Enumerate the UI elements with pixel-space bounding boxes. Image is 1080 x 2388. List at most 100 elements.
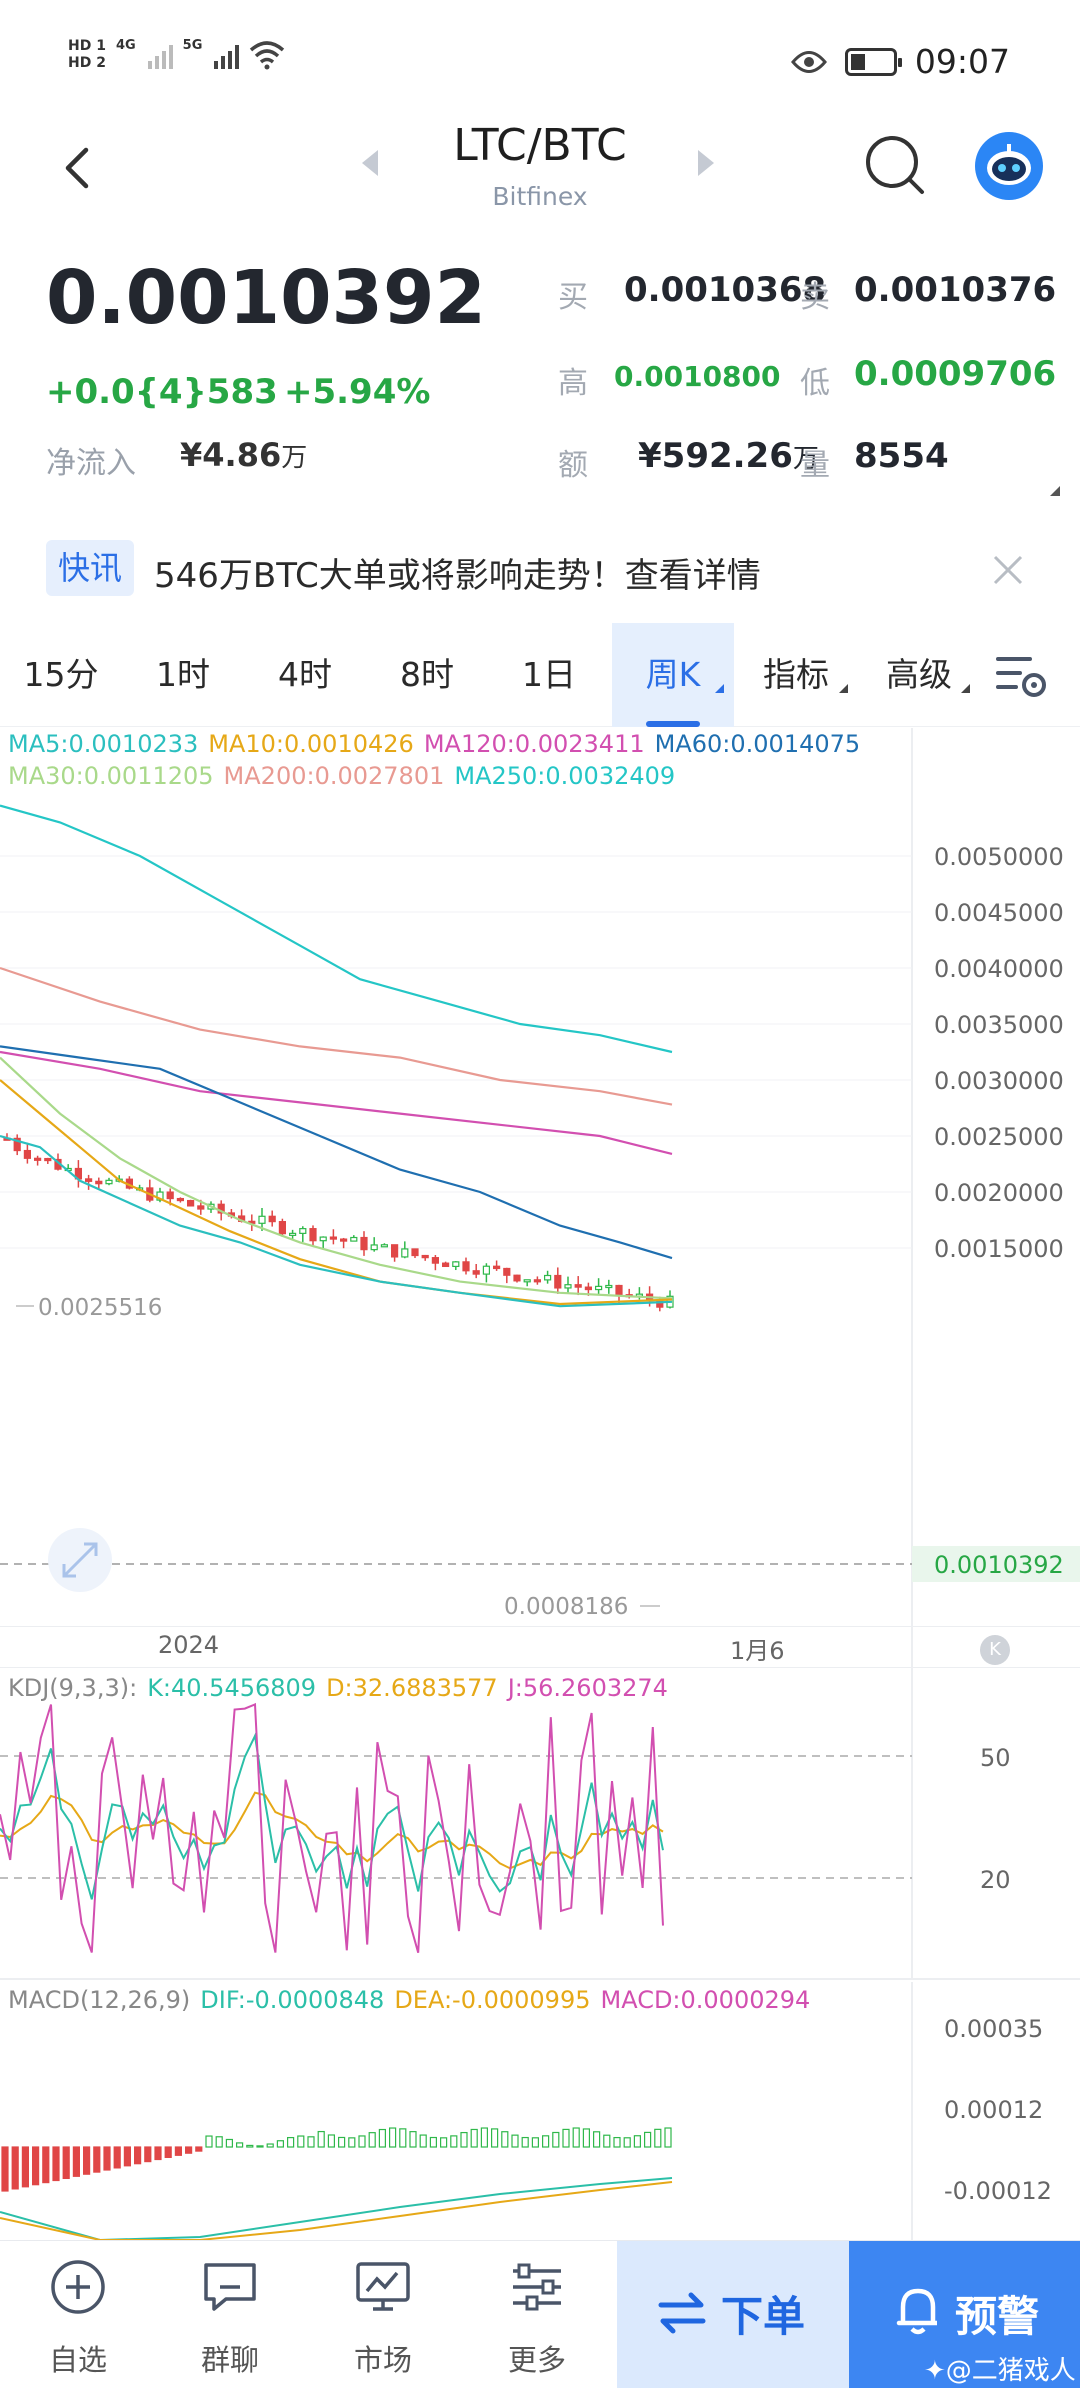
news-text[interactable]: 546万BTC大单或将影响走势！查看详情: [154, 556, 761, 596]
macd-title: MACD(12,26,9): [8, 1986, 191, 2014]
back-arrow-icon[interactable]: [50, 138, 110, 198]
macd-histogram-bar: [429, 2136, 437, 2148]
ma-line: [0, 1134, 673, 1308]
candlestick-chart[interactable]: 0.0050000 0.0045000 0.0040000 0.0035000 0.00…: [0, 728, 1080, 1668]
kdj-title: KDJ(9,3,3):: [8, 1674, 138, 1702]
last-price: 0.0010392: [46, 255, 487, 341]
macd-histogram-bar: [11, 2146, 19, 2190]
macd-legend: MACD(12,26,9) DIF:-0.0000848 DEA:-0.000099…: [8, 1986, 820, 2014]
macd-dea-label: DEA:-0.0000995: [394, 1986, 591, 2014]
macd-histogram-bar: [174, 2146, 182, 2156]
macd-tick-3: -0.00012: [944, 2177, 1052, 2205]
search-icon[interactable]: [862, 132, 928, 198]
macd-histogram-bar: [562, 2128, 570, 2148]
scroll-to-latest-icon[interactable]: K: [980, 1635, 1010, 1665]
macd-histogram-bar: [643, 2131, 652, 2148]
fullscreen-expand-icon[interactable]: [48, 1528, 112, 1592]
kdj-k-line: [0, 1732, 664, 1900]
tab-4h[interactable]: 4时: [278, 655, 332, 694]
macd-histogram-bar: [236, 2142, 244, 2148]
place-order-button[interactable]: 下单: [617, 2241, 849, 2388]
macd-histogram-bar: [185, 2146, 193, 2154]
candle-body: [299, 1228, 307, 1234]
prev-pair-icon[interactable]: [362, 150, 378, 176]
wifi-icon: [250, 41, 285, 70]
robot-avatar-icon[interactable]: [975, 132, 1043, 200]
ma5-label: MA5:0.0010233: [8, 730, 199, 758]
macd-histogram-bar: [552, 2131, 560, 2148]
high-value: 0.0010800: [614, 360, 781, 393]
network-4g-label: 4G: [115, 38, 136, 53]
tab-15m[interactable]: 15分: [23, 655, 99, 694]
macd-histogram-bar: [501, 2131, 509, 2148]
max-price-annotation: 0.0025516: [38, 1295, 162, 1321]
macd-histogram-bar: [521, 2136, 529, 2148]
candle-body: [329, 1236, 337, 1240]
candle-body: [33, 1157, 42, 1161]
kdj-chart[interactable]: 50 20: [0, 1668, 1080, 1980]
ma-line: [0, 966, 673, 1106]
tab-1d[interactable]: 1日: [522, 655, 576, 694]
macd-dea-line: [0, 2181, 673, 2240]
expand-quote-icon[interactable]: [1050, 486, 1060, 496]
macd-histogram-bar: [154, 2146, 162, 2161]
tab-1h[interactable]: 1时: [156, 655, 210, 694]
status-left: HD 1 HD 2 4G 5G: [68, 38, 285, 72]
tab-weekly[interactable]: 周K: [612, 623, 734, 727]
chart-settings-icon[interactable]: [994, 651, 1050, 701]
signal-1-icon: [147, 41, 173, 69]
macd-histogram-bar: [368, 2132, 376, 2148]
status-right: 09:07: [790, 42, 1010, 81]
macd-dif-line: [0, 2177, 673, 2240]
kdj-legend: KDJ(9,3,3): K:40.5456809 D:32.6883577 J:56.…: [8, 1674, 678, 1702]
macd-histogram-bar: [72, 2146, 81, 2177]
macd-histogram-bar: [460, 2131, 468, 2148]
amount-value: ¥592.26万: [638, 436, 819, 476]
macd-histogram-bar: [297, 2135, 305, 2148]
candle-body: [340, 1238, 348, 1242]
macd-chart[interactable]: 0.00035 0.00012 -0.00012: [0, 1982, 1080, 2240]
clock: 09:07: [914, 42, 1010, 81]
pair-title[interactable]: LTC/BTC: [453, 120, 627, 171]
macd-histogram-bar: [389, 2127, 397, 2148]
next-pair-icon[interactable]: [698, 150, 714, 176]
kdj-j-label: J:56.2603274: [507, 1674, 668, 1702]
bid-label: 买: [558, 280, 588, 315]
watermark: ✦@二猪戏人: [924, 2356, 1076, 2386]
chat-icon: [204, 2263, 256, 2311]
close-icon[interactable]: [992, 554, 1024, 586]
ma30-label: MA30:0.0011205: [8, 762, 214, 790]
macd-histogram-bar: [287, 2136, 295, 2148]
macd-histogram-bar: [276, 2140, 284, 2148]
candle-body: [564, 1284, 572, 1289]
nav-group-chat-label: 群聊: [200, 2343, 259, 2377]
interval-tabs: 15分 1时 4时 8时 1日 周K 指标 高级: [0, 623, 1080, 727]
news-banner[interactable]: 快讯 546万BTC大单或将影响走势！查看详情: [0, 540, 1080, 602]
macd-value-label: MACD:0.0000294: [600, 1986, 811, 2014]
change-percent: +5.94%: [284, 372, 431, 412]
candle-body: [533, 1279, 542, 1283]
ma120-label: MA120:0.0023411: [423, 730, 645, 758]
tab-advanced[interactable]: 高级: [858, 623, 980, 727]
volume-label: 量: [800, 448, 830, 483]
time-axis: 2024 1月6 K: [0, 1626, 1080, 1668]
low-label: 低: [800, 366, 830, 401]
ask-value: 0.0010376: [854, 270, 1057, 310]
candle-body: [95, 1180, 103, 1185]
change-absolute: +0.0{4}583: [46, 372, 278, 412]
nav-group-chat[interactable]: 群聊: [155, 2241, 305, 2388]
tab-8h[interactable]: 8时: [400, 655, 454, 694]
tab-indicators[interactable]: 指标: [734, 623, 858, 727]
price-axis-tick: 0.0045000: [934, 899, 1064, 927]
price-alert-button[interactable]: 预警: [849, 2241, 1080, 2388]
battery-icon: [844, 47, 902, 76]
candle-body: [156, 1191, 164, 1201]
net-inflow-label: 净流入: [46, 446, 136, 481]
nav-market[interactable]: 市场: [308, 2241, 458, 2388]
low-value: 0.0009706: [854, 354, 1057, 394]
high-label: 高: [558, 366, 588, 401]
nav-watchlist[interactable]: 自选: [3, 2241, 153, 2388]
nav-more[interactable]: 更多: [462, 2241, 612, 2388]
macd-histogram-bar: [399, 2128, 407, 2148]
macd-histogram-bar: [225, 2138, 233, 2148]
